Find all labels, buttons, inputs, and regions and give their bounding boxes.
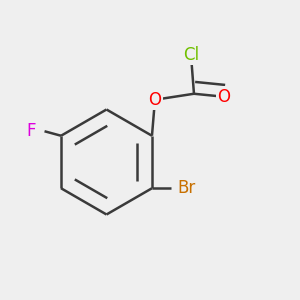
Text: F: F (26, 122, 36, 140)
Text: Br: Br (177, 179, 196, 197)
Text: O: O (218, 88, 230, 106)
Text: Cl: Cl (183, 46, 199, 64)
Text: O: O (148, 91, 161, 109)
